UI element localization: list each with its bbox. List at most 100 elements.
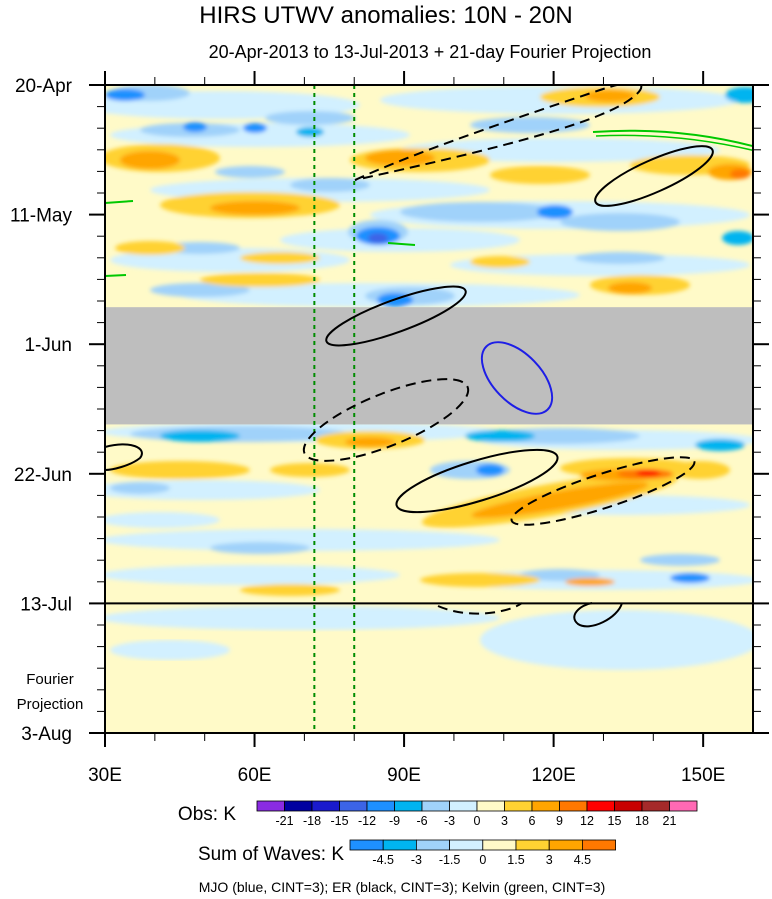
anomaly-patch [670,573,710,583]
kelvin-contour [592,129,753,148]
x-axis: 30E 60E 90E 120E 150E [88,71,725,786]
colorbar-label: 6 [529,814,536,828]
anomaly-patch [520,569,600,581]
anomaly-patch [537,205,573,219]
missing-data-band [105,307,753,425]
colorbar-swatch [531,800,560,812]
colorbar-label: 1.5 [507,853,524,867]
er-contour-positive [573,602,623,628]
plot-area [105,85,753,733]
anomaly-patch [365,150,435,166]
colorbar-swatch [504,800,533,812]
anomaly-patch [670,461,730,479]
colorbar-swatch [339,800,368,812]
anomaly-patch [695,439,745,451]
obs-colorbar: -21 -18 -15 -12 -9 -6 -3 0 3 6 9 12 15 18 21 [256,800,698,828]
colorbar-swatch [548,839,583,851]
colorbar-label: -18 [303,814,321,828]
anomaly-patch [270,463,350,477]
colorbar-label: -9 [389,814,400,828]
colorbar-swatch [476,800,505,812]
colorbar-swatch [449,839,484,851]
colorbar-swatch [586,800,615,812]
colorbar-label: 4.5 [574,853,591,867]
colorbar-label: 21 [663,814,677,828]
anomaly-patch [368,233,388,243]
colorbar-swatch [641,800,670,812]
x-tick-label: 60E [238,765,272,786]
y-tick-label: 22-Jun [14,465,72,486]
projection-patch [480,610,753,670]
y-tick-label: 13-Jul [20,594,72,615]
colorbar-swatch [382,839,417,851]
colorbar-label: -12 [358,814,376,828]
anomaly-patch [420,573,540,587]
colorbar-label: 0 [479,853,486,867]
colorbar-swatch [421,800,450,812]
kelvin-contour [595,134,753,152]
colorbar-swatch [415,839,450,851]
kelvin-contour [105,274,127,277]
er-contour-positive [325,285,467,347]
colorbar-label: -1.5 [439,853,461,867]
anomaly-patch [210,542,310,554]
footer-caption: MJO (blue, CINT=3); ER (black, CINT=3); … [199,879,606,895]
colorbar-swatch [515,839,550,851]
anomaly-field [105,85,753,596]
colorbar-label: -3 [444,814,455,828]
y-tick-label: 11-May [10,206,72,227]
colorbar-label: 9 [556,814,563,828]
anomaly-patch [490,166,590,184]
colorbar-label: 3 [546,853,553,867]
anomaly-patch [400,202,560,222]
anomaly-patch [470,256,530,268]
er-contour-negative [302,378,470,462]
wave-contours [105,85,753,628]
x-tick-label: 30E [88,765,122,786]
y-axis: 20-Apr 11-May 1-Jun 22-Jun 13-Jul 3-Aug [10,76,769,745]
colorbar-label: 15 [608,814,622,828]
colorbar-label: -4.5 [372,853,394,867]
er-contour-negative [437,602,523,615]
projection-patch [110,640,230,660]
chart-title: HIRS UTWV anomalies: 10N - 20N [199,2,572,29]
anomaly-patch [110,461,250,479]
anomaly-patch [160,430,240,442]
anomaly-patch [210,201,300,215]
waves-colorbar: -4.5 -3 -1.5 0 1.5 3 4.5 [349,839,617,867]
anomaly-patch [105,565,400,585]
waves-colorbar-title: Sum of Waves: K [198,844,344,865]
colorbar-label: -21 [275,814,293,828]
anomaly-patch [200,273,320,287]
projection-label-line2: Projection [17,696,84,713]
colorbar-label: 3 [501,814,508,828]
colorbar-label: 0 [474,814,481,828]
kelvin-contour [387,242,416,246]
projection-label-line1: Fourier [26,671,74,688]
anomaly-patch [110,482,170,494]
colorbar-label: -3 [411,853,422,867]
er-contour-positive [105,443,143,471]
anomaly-patch [290,178,370,192]
anomaly-patch [608,282,652,294]
mjo-contour [480,341,554,415]
anomaly-patch [240,584,340,596]
colorbar-swatch [256,800,285,812]
y-tick-label: 1-Jun [24,335,72,356]
colorbar-label: 18 [635,814,649,828]
anomaly-patch [296,127,324,137]
anomaly-patch [105,529,500,551]
kelvin-contour [105,200,134,204]
colorbar-swatch [449,800,478,812]
anomaly-patch [640,554,720,566]
projection-patch [105,606,500,630]
colorbar-swatch [559,800,588,812]
anomaly-patch [470,117,590,133]
anomaly-patch [265,111,355,125]
anomaly-patch [105,512,220,528]
reference-lines [313,85,356,733]
x-tick-label: 120E [531,765,575,786]
anomaly-patch [730,169,750,179]
anomaly-patch [636,470,660,476]
